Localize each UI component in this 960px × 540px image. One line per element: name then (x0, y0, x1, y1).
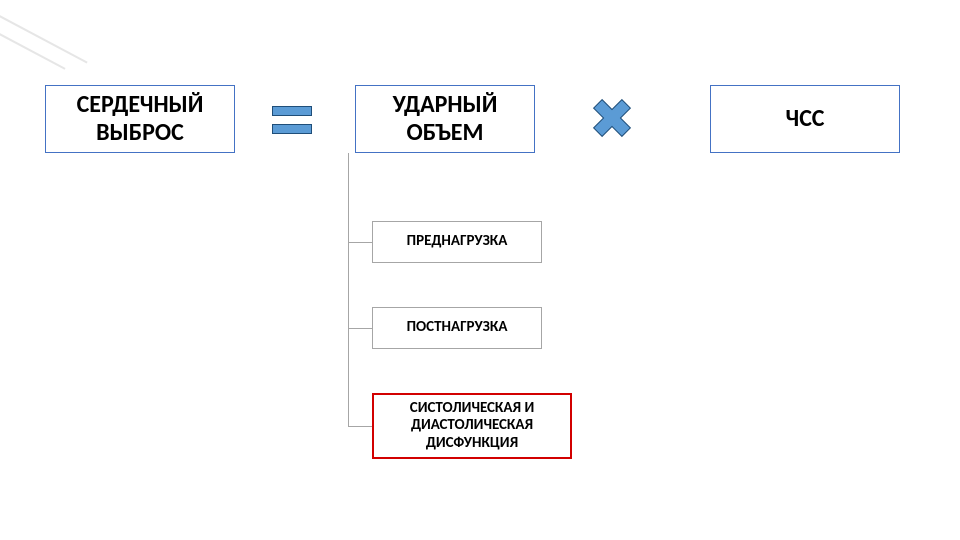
connector-branch-2 (348, 328, 372, 329)
box-dysfunction-label: СИСТОЛИЧЕСКАЯ И ДИАСТОЛИЧЕСКАЯ ДИСФУНКЦИ… (374, 400, 570, 452)
connector-branch-1 (348, 242, 372, 243)
box-afterload: ПОСТНАГРУЗКА (372, 307, 542, 349)
box-afterload-label: ПОСТНАГРУЗКА (407, 319, 508, 336)
multiply-operator (592, 98, 632, 138)
multiply-icon (592, 98, 632, 138)
box-stroke-volume-label: УДАРНЫЙ ОБЪЕМ (356, 91, 534, 146)
box-hr: ЧСС (710, 85, 900, 153)
box-cardiac-output-label: СЕРДЕЧНЫЙ ВЫБРОС (46, 91, 234, 146)
box-hr-label: ЧСС (786, 105, 825, 133)
box-stroke-volume: УДАРНЫЙ ОБЪЕМ (355, 85, 535, 153)
box-cardiac-output: СЕРДЕЧНЫЙ ВЫБРОС (45, 85, 235, 153)
box-preload-label: ПРЕДНАГРУЗКА (407, 233, 508, 250)
box-dysfunction: СИСТОЛИЧЕСКАЯ И ДИАСТОЛИЧЕСКАЯ ДИСФУНКЦИ… (372, 393, 572, 459)
equals-bar-top (272, 106, 312, 116)
connector-branch-3 (348, 426, 372, 427)
box-preload: ПРЕДНАГРУЗКА (372, 221, 542, 263)
connector-trunk (348, 153, 349, 426)
equals-bar-bottom (272, 124, 312, 134)
